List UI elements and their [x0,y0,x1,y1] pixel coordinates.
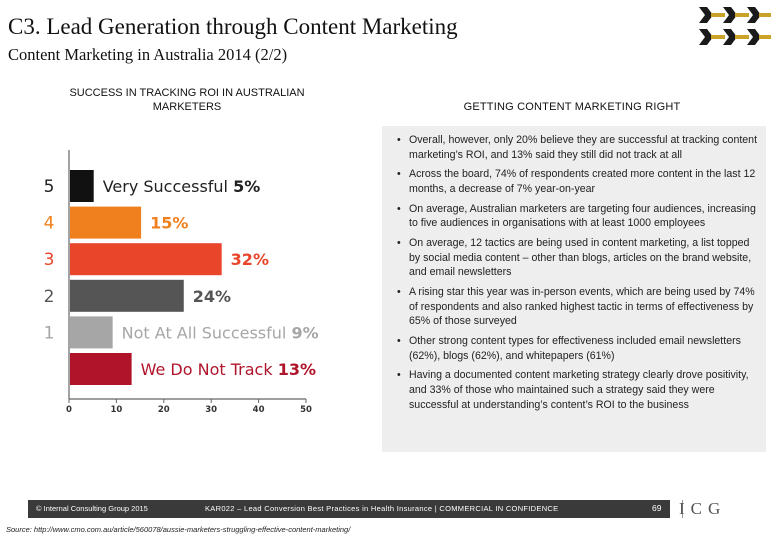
category-label: 3 [44,250,55,270]
x-tick-label: 40 [253,405,265,415]
bullet-item: • Across the board, 74% of respondents cr… [390,167,758,196]
bullet-text: Having a documented content marketing st… [409,369,749,411]
bar-value-label: 24% [193,287,231,306]
bullet-item: • Other strong content types for effectiv… [390,334,758,363]
bar-text-label: We Do Not Track [141,360,278,379]
roi-bar-chart: 5 Very Successful 5% 4 15% 3 32% 2 24% 1 Not At A… [44,150,319,415]
bullet-icon: • [397,286,401,299]
bullet-text: Other strong content types for effective… [409,335,741,362]
bullet-text: On average, Australian marketers are tar… [409,202,756,230]
page-subtitle: Content Marketing in Australia 2014 (2/2… [8,45,288,64]
bar [70,170,94,202]
bar-value-label: 32% [231,250,269,269]
bar-text-label: Not At All Successful [122,323,292,342]
source-note: Source: http://www.cmo.com.au/article/56… [6,525,351,534]
chevron-logo-icon [699,7,771,45]
bullet-list: • Overall, however, only 20% believe they… [390,133,758,412]
x-tick-label: 50 [300,405,312,415]
x-tick-label: 0 [66,405,72,415]
bar-value-label: 9% [291,323,318,342]
content-marketing-panel: • Overall, however, only 20% believe they… [382,126,766,452]
bullet-item: • On average, 12 tactics are being used i… [390,236,758,280]
data-label: 15% [150,214,188,233]
category-label: 1 [44,323,55,343]
x-tick-label: 30 [205,405,217,415]
bullet-item: • Overall, however, only 20% believe they… [390,133,758,162]
bullet-icon: • [397,134,401,146]
chart-heading: SUCCESS IN TRACKING ROI IN AUSTRALIAN MA… [69,87,305,113]
bar-text-label: Very Successful [103,177,233,196]
bar [70,279,184,312]
bar [70,353,132,385]
data-label: Very Successful 5% [103,177,261,196]
bullet-text: Overall, however, only 20% believe they … [409,134,758,161]
data-label: Not At All Successful 9% [122,323,319,342]
icg-logo: ICG [679,499,727,518]
bullet-icon: • [397,369,401,382]
x-tick-label: 20 [158,405,170,415]
bullet-icon: • [397,335,401,348]
category-label: 5 [44,177,55,197]
data-label: 24% [193,287,231,306]
page-title: C3. Lead Generation through Content Mark… [8,14,458,39]
logo-divider [682,500,683,518]
bar-value-label: 13% [278,360,316,379]
bullet-icon: • [397,237,401,250]
bullet-text: A rising star this year was in-person ev… [409,286,755,328]
bullet-icon: • [397,168,401,181]
roi-tracking-chart: 5 Very Successful 5% 4 15% 3 32% 2 24% 1 Not At A… [0,140,360,425]
bullet-text: On average, 12 tactics are being used in… [409,237,752,279]
bullet-item: • Having a documented content marketing s… [390,368,758,412]
bullet-item: • On average, Australian marketers are ta… [390,202,758,231]
x-tick-label: 10 [110,405,122,415]
bar-value-label: 5% [233,177,260,196]
footer-copyright: © Internal Consulting Group 2015 [36,504,148,513]
footer-bar [28,500,670,518]
bar [70,316,113,349]
bullet-item: • A rising star this year was in-person e… [390,285,758,329]
category-label: 2 [44,287,55,307]
bar [70,243,222,276]
bar-value-label: 15% [150,214,188,233]
data-label: We Do Not Track 13% [141,360,316,379]
panel-heading: GETTING CONTENT MARKETING RIGHT [463,101,681,113]
footer-confidential: KAR022 – Lead Conversion Best Practices … [205,504,559,513]
category-label: 4 [44,214,55,234]
page-number: 69 [652,503,662,513]
bullet-text: Across the board, 74% of respondents cre… [409,168,756,195]
bullet-icon: • [397,202,401,215]
bar [70,206,142,239]
data-label: 32% [231,250,269,269]
